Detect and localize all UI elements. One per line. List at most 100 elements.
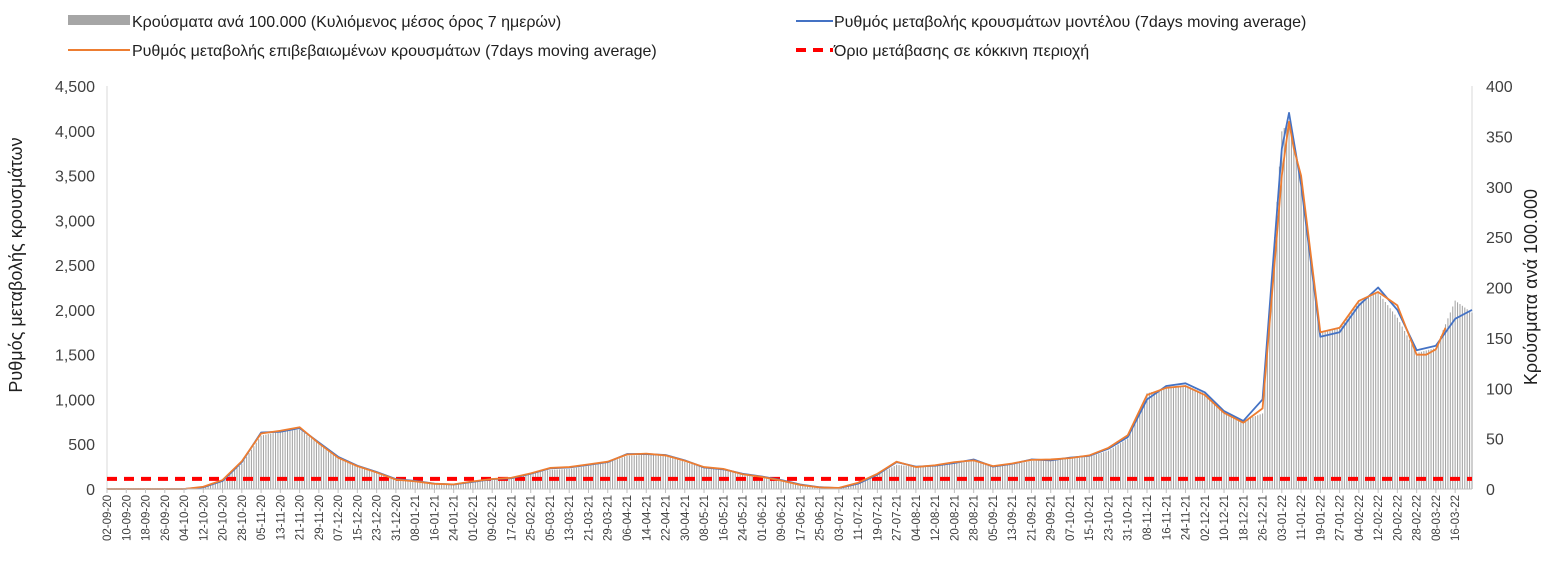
cases-bar (1223, 410, 1225, 489)
cases-bar (597, 464, 599, 489)
cases-bar (1314, 295, 1317, 489)
cases-bar (1457, 302, 1459, 489)
cases-bar (809, 485, 811, 489)
cases-bar (1047, 459, 1049, 489)
cases-bar (669, 457, 671, 489)
y-left-tick-label: 1,000 (55, 392, 95, 409)
cases-bar (547, 470, 549, 489)
cases-bar (1115, 446, 1117, 489)
cases-bar (857, 483, 859, 489)
cases-bar (744, 475, 746, 489)
cases-bar (1209, 397, 1211, 489)
cases-bar (778, 480, 780, 489)
cases-bar (1428, 349, 1430, 489)
cases-bar (1444, 324, 1447, 489)
y-right-tick-label: 400 (1486, 79, 1513, 96)
cases-bar (1067, 458, 1069, 489)
cases-bar (1083, 457, 1085, 489)
y-left-tick-label: 2,500 (55, 258, 95, 275)
cases-bar (763, 477, 765, 489)
cases-bar (1026, 461, 1028, 489)
cases-bar (920, 466, 922, 489)
cases-bar (869, 478, 871, 489)
cases-bar (696, 465, 698, 489)
cases-bar (787, 482, 789, 489)
cases-bar (1358, 302, 1360, 489)
cases-bar (1295, 157, 1297, 489)
cases-bar (1165, 388, 1167, 489)
x-tick-label: 24-11-21 (1181, 495, 1193, 540)
x-tick-label: 05-09-21 (988, 495, 1000, 541)
cases-bar (607, 462, 609, 489)
cases-bar (308, 436, 310, 489)
x-tick-label: 20-02-22 (1392, 495, 1404, 541)
cases-bar (896, 464, 898, 489)
y-right-tick-label: 0 (1486, 482, 1495, 499)
cases-bar (356, 465, 358, 489)
cases-bar (758, 476, 760, 489)
x-tick-label: 29-09-21 (1046, 495, 1058, 541)
y-left-tick-label: 3,000 (55, 213, 95, 230)
cases-bar (742, 474, 744, 489)
cases-bar (766, 477, 768, 489)
x-tick-label: 20-08-21 (949, 495, 961, 541)
cases-bar (684, 461, 686, 489)
cases-bar (1129, 432, 1131, 489)
cases-bar (1233, 415, 1235, 489)
cases-bar (258, 439, 260, 489)
cases-bar (1382, 298, 1384, 489)
cases-bar (1293, 145, 1295, 489)
cases-bar (1245, 419, 1247, 489)
cases-bar (1141, 404, 1143, 489)
cases-bar (294, 430, 296, 489)
cases-bar (462, 482, 464, 489)
cases-bar (1254, 416, 1256, 489)
cases-bar (859, 482, 862, 489)
cases-bar (224, 478, 226, 489)
y-left-axis-title: Ρυθμός μεταβολής κρουσμάτων (6, 137, 26, 392)
cases-bar (460, 482, 462, 489)
cases-bar (279, 431, 281, 489)
cases-bar (1071, 458, 1073, 489)
cases-bar (395, 478, 397, 489)
cases-bar (1011, 464, 1013, 489)
cases-bar (677, 459, 679, 489)
cases-bar (729, 471, 732, 489)
cases-bar (1004, 465, 1006, 489)
cases-bar (968, 461, 970, 489)
x-tick-label: 27-01-22 (1335, 495, 1347, 541)
cases-bar (876, 474, 878, 489)
cases-bar (1151, 392, 1153, 489)
cases-bar (347, 461, 349, 489)
cases-bar (1235, 416, 1237, 489)
cases-bar (325, 448, 327, 489)
cases-bar (373, 471, 375, 489)
cases-bar (1348, 315, 1350, 489)
cases-bar (1394, 314, 1396, 489)
cases-bar (1372, 295, 1374, 489)
cases-bar (250, 449, 252, 489)
cases-bar (515, 476, 517, 489)
cases-bar (732, 472, 734, 489)
x-tick-label: 22-04-21 (661, 495, 673, 541)
x-tick-label: 21-09-21 (1026, 495, 1038, 541)
cases-bar (532, 473, 534, 489)
x-tick-label: 25-06-21 (815, 495, 827, 541)
x-tick-label: 17-02-21 (506, 495, 518, 541)
cases-bar (287, 430, 289, 489)
cases-bar (1310, 257, 1312, 489)
cases-bar (1042, 460, 1045, 489)
cases-bar (1023, 462, 1025, 489)
cases-bar (843, 486, 845, 489)
cases-bar (1387, 305, 1389, 489)
cases-bar (580, 466, 582, 489)
cases-bar (1302, 200, 1305, 489)
y-right-tick-label: 100 (1486, 381, 1513, 398)
cases-bar (693, 464, 695, 489)
cases-bar (383, 474, 385, 489)
cases-bar (443, 483, 445, 489)
cases-bar (1146, 393, 1148, 489)
cases-bar (698, 466, 700, 489)
x-tick-label: 28-08-21 (969, 495, 981, 541)
x-tick-label: 21-03-21 (583, 495, 595, 541)
